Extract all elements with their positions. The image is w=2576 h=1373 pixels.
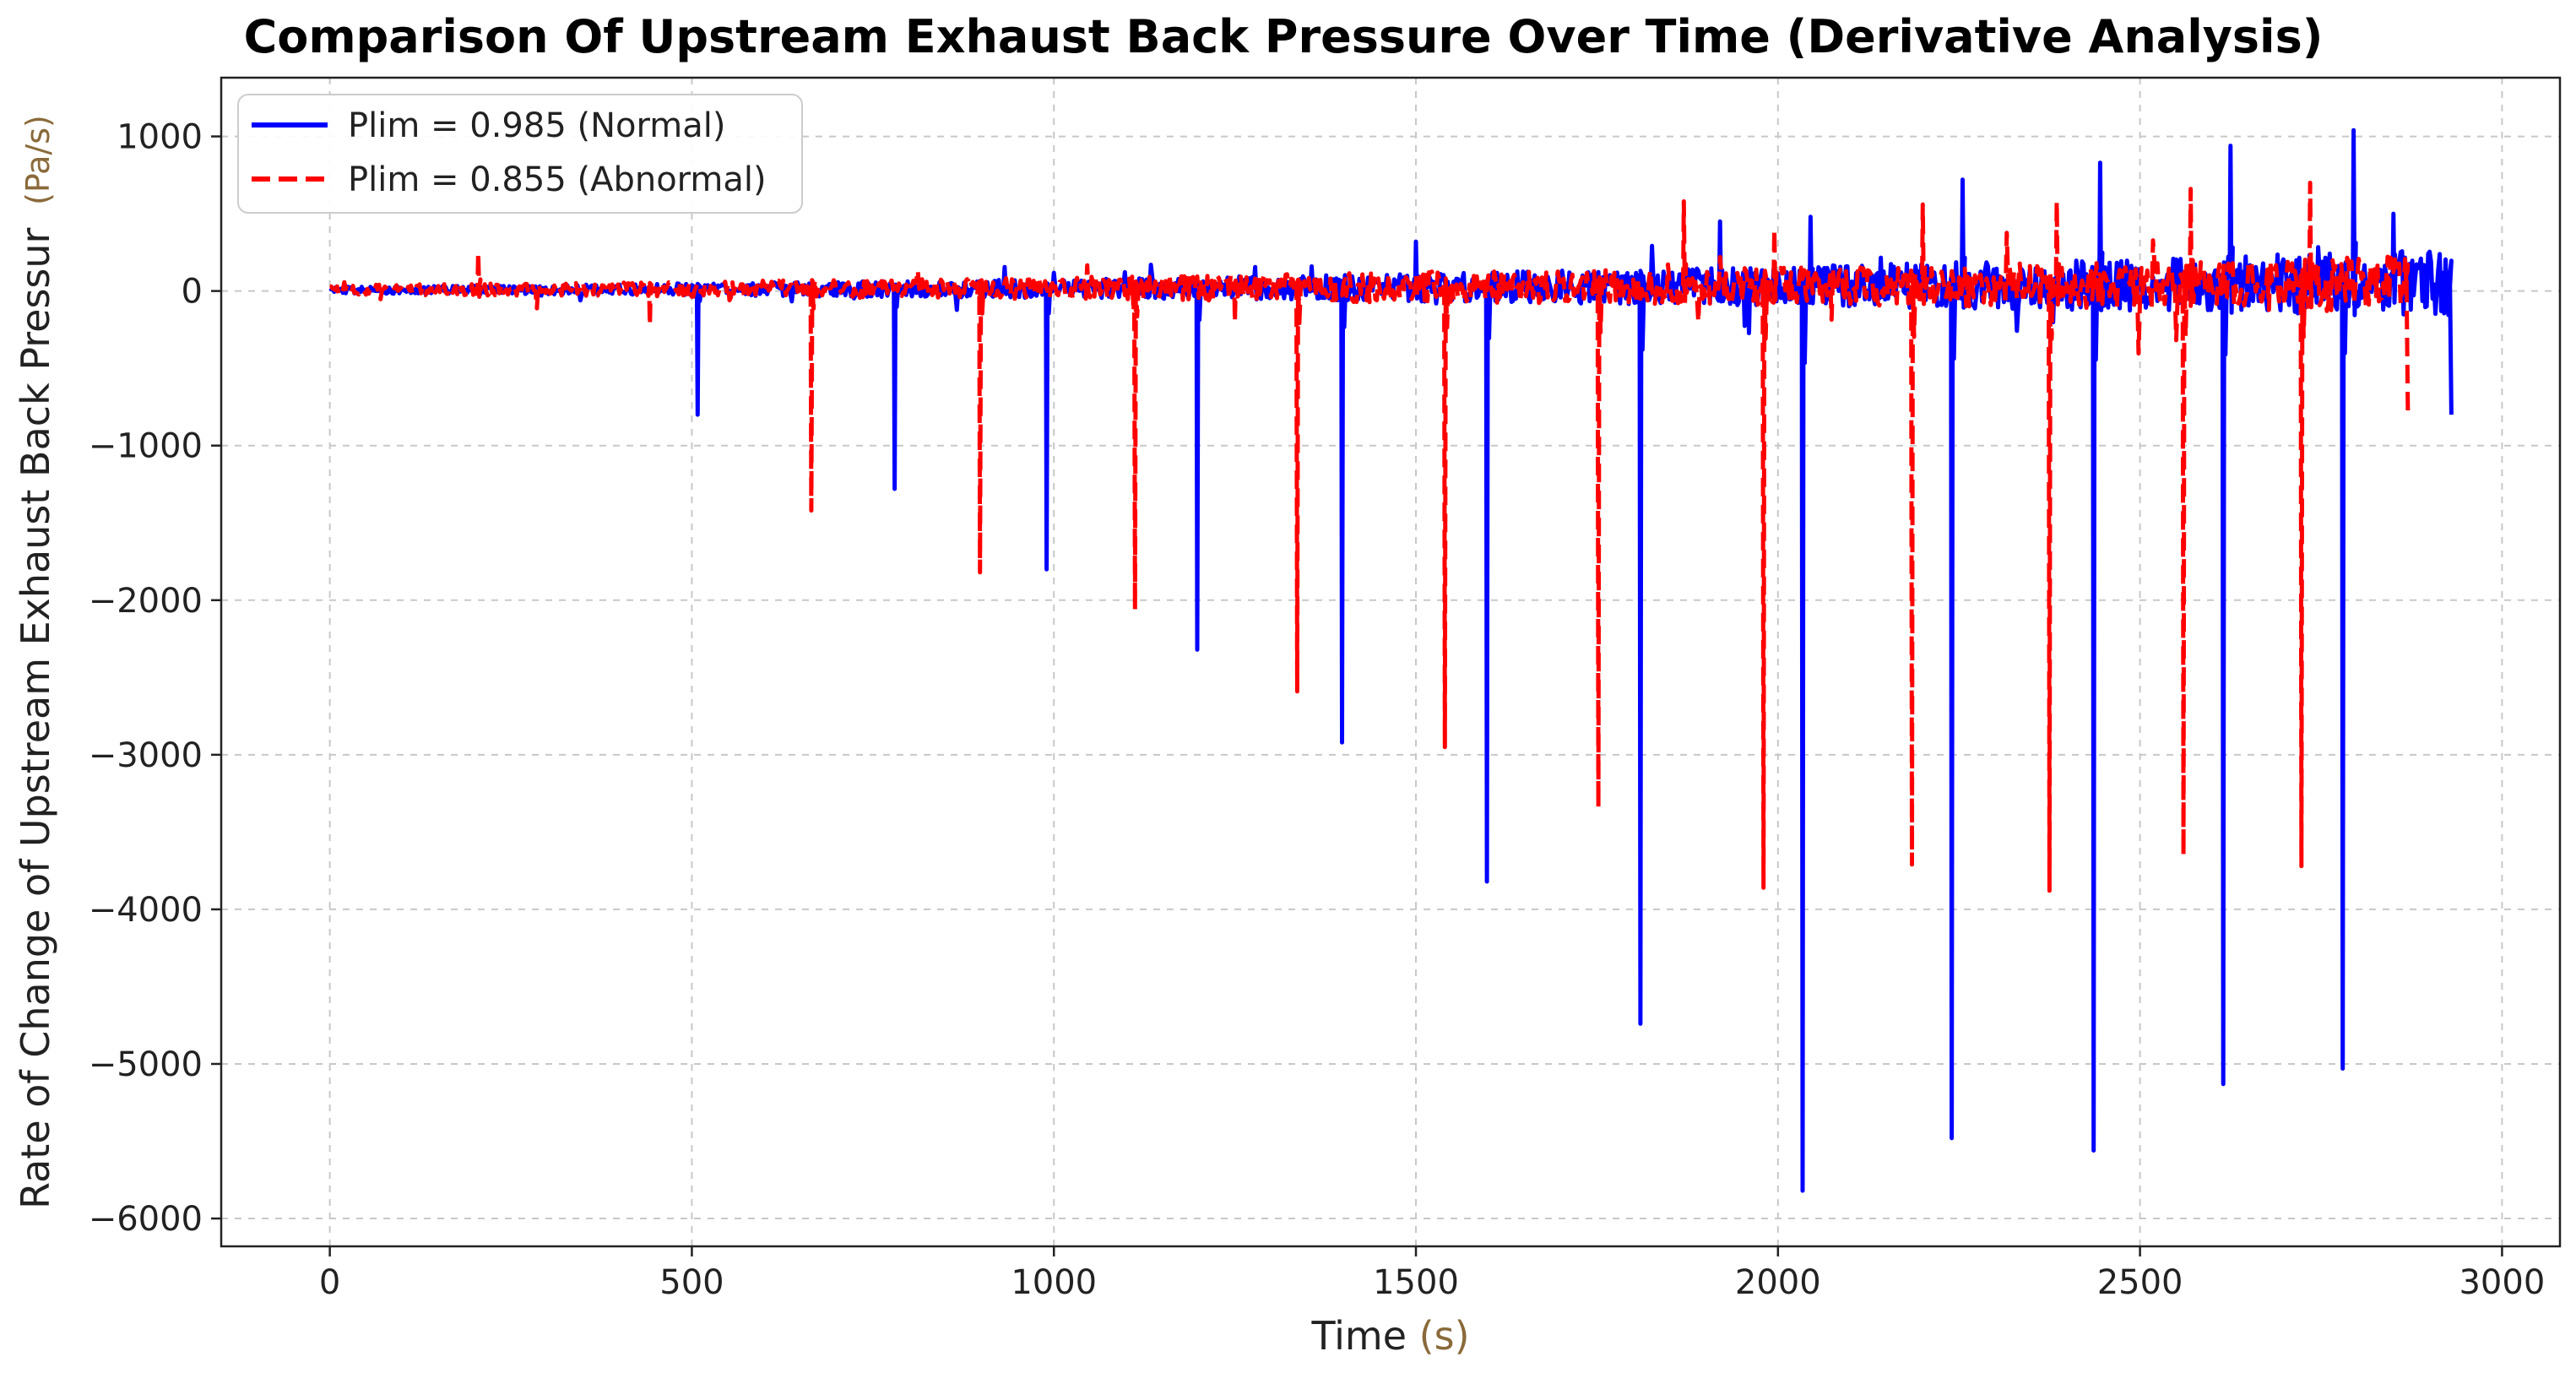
- y-tick-label: −6000: [89, 1200, 203, 1239]
- x-axis-label: Time (s): [1310, 1313, 1469, 1359]
- y-axis-label-unit: (Pa/s): [19, 115, 57, 205]
- y-tick-label: −2000: [89, 582, 203, 621]
- x-axis-label-text: Time: [1310, 1313, 1407, 1359]
- plot-frame: [220, 76, 2562, 1248]
- y-tick-label: −4000: [89, 891, 203, 930]
- y-axis-label-text: Rate of Change of Upstream Exhaust Back …: [13, 227, 58, 1208]
- y-axis-label: Rate of Change of Upstream Exhaust Back …: [13, 115, 58, 1209]
- legend-box: [237, 94, 803, 214]
- series-line-abnormal: [328, 181, 2411, 893]
- y-tick-label: 0: [182, 273, 203, 312]
- y-tick-label: −5000: [89, 1045, 203, 1084]
- legend: Plim = 0.985 (Normal) Plim = 0.855 (Abno…: [237, 94, 803, 214]
- chart-title: Comparison Of Upstream Exhaust Back Pres…: [244, 10, 2324, 63]
- legend-label-normal: Plim = 0.985 (Normal): [348, 106, 725, 145]
- y-tick-label: 1000: [117, 118, 203, 157]
- plot-area: [328, 128, 2454, 1193]
- legend-label-abnormal: Plim = 0.855 (Abnormal): [348, 160, 767, 199]
- x-tick-label: 1500: [1373, 1263, 1459, 1302]
- x-tick-label: 3000: [2459, 1263, 2545, 1302]
- x-axis-label-unit: (s): [1419, 1313, 1470, 1359]
- x-tick-label: 1000: [1011, 1263, 1097, 1302]
- y-tick-label: −3000: [89, 736, 203, 775]
- x-tick-label: 500: [659, 1263, 724, 1302]
- axis-ticks: 0 500 1000 1500 2000 2500 3000 −6000 −5000 −4000 −…: [89, 118, 2546, 1302]
- x-tick-label: 0: [319, 1263, 340, 1302]
- x-tick-label: 2500: [2097, 1263, 2183, 1302]
- x-tick-label: 2000: [1735, 1263, 1821, 1302]
- y-tick-label: −1000: [89, 427, 203, 466]
